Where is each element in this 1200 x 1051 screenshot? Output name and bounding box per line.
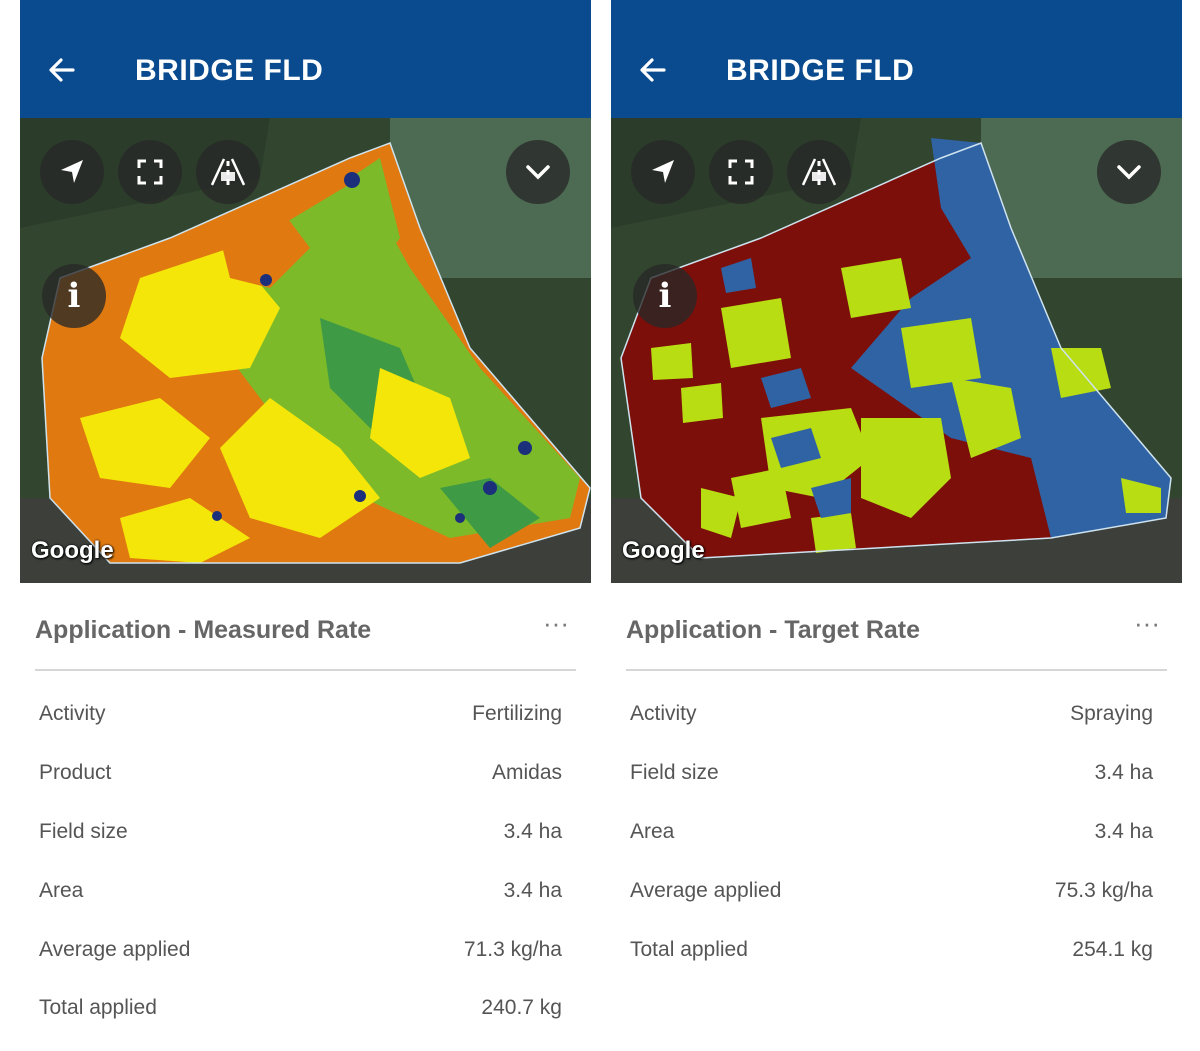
detail-label: Average applied [39,937,191,961]
detail-row-activity: Activity Fertilizing [39,686,562,745]
detail-row-average-applied: Average applied 71.3 kg/ha [39,922,562,981]
detail-label: Activity [630,702,697,725]
app-bar: BRIDGE FLD [611,20,1182,118]
detail-row-activity: Activity Spraying [630,686,1153,745]
detail-row-average-applied: Average applied 75.3 kg/ha [630,863,1153,922]
detail-value: 254.1 kg [1072,937,1153,961]
detail-label: Total applied [630,937,748,961]
application-details: Application - Target Rate ··· Activity S… [611,583,1182,1051]
info-button[interactable]: i [42,264,106,328]
detail-value: 71.3 kg/ha [463,937,562,961]
arrow-left-icon [49,58,75,82]
detail-value: 75.3 kg/ha [1054,878,1153,902]
expand-button[interactable] [1097,140,1161,204]
section-header: Application - Measured Rate ··· [35,608,576,671]
detail-value: 3.4 ha [503,878,562,902]
detail-label: Product [39,760,112,784]
info-button[interactable]: i [633,264,697,328]
detail-label: Average applied [630,878,782,902]
detail-value: 3.4 ha [1094,760,1153,784]
more-options-button[interactable]: ··· [543,608,569,638]
info-icon: i [67,276,81,316]
back-button[interactable] [42,50,82,90]
page-title: BRIDGE FLD [726,54,915,87]
section-title: Application - Target Rate [626,616,921,644]
detail-row-product: Product Amidas [39,745,562,804]
target-rate-panel: BRIDGE FLD [611,0,1182,1051]
detail-value: 3.4 ha [1094,819,1153,843]
measured-rate-panel: BRIDGE FLD [20,0,591,1051]
detail-label: Field size [630,760,719,784]
detail-row-total-applied: Total applied 240.7 kg [39,980,562,1039]
fullscreen-button[interactable] [118,140,182,204]
road-icon [802,158,836,186]
detail-value: Spraying [1070,702,1153,725]
field-map[interactable]: i Google [611,118,1182,583]
details-list: Activity Fertilizing Product Amidas Fiel… [39,686,562,1039]
rate-zones [621,138,1171,558]
back-button[interactable] [633,50,673,90]
guidance-button[interactable] [196,140,260,204]
detail-row-field-size: Field size 3.4 ha [39,804,562,863]
detail-row-total-applied: Total applied 254.1 kg [630,922,1153,981]
status-bar [20,0,591,20]
chevron-down-icon [526,165,550,180]
detail-row-area: Area 3.4 ha [39,863,562,922]
fullscreen-icon [728,159,754,185]
fullscreen-button[interactable] [709,140,773,204]
field-map-canvas [20,118,591,583]
locate-button[interactable] [631,140,695,204]
arrow-left-icon [640,58,666,82]
field-map[interactable]: i Google [20,118,591,583]
detail-row-field-size: Field size 3.4 ha [630,745,1153,804]
section-title: Application - Measured Rate [35,616,372,644]
field-map-canvas [611,118,1182,583]
navigation-arrow-icon [652,160,674,183]
detail-value: 240.7 kg [481,996,562,1020]
detail-label: Area [630,819,675,843]
app-bar: BRIDGE FLD [20,20,591,118]
navigation-arrow-icon [61,160,83,183]
status-bar [611,0,1182,20]
locate-button[interactable] [40,140,104,204]
detail-value: Fertilizing [472,702,562,725]
detail-row-area: Area 3.4 ha [630,804,1153,863]
detail-label: Area [39,878,84,902]
map-attribution: Google [622,537,705,564]
detail-label: Field size [39,819,128,843]
section-header: Application - Target Rate ··· [626,608,1167,671]
details-list: Activity Spraying Field size 3.4 ha Area… [630,686,1153,980]
page-title: BRIDGE FLD [135,54,324,87]
road-icon [211,158,245,186]
detail-label: Total applied [39,996,157,1020]
chevron-down-icon [1117,165,1141,180]
detail-label: Activity [39,702,106,725]
map-attribution: Google [31,537,114,564]
rate-zones [42,143,590,563]
detail-value: 3.4 ha [503,819,562,843]
guidance-button[interactable] [787,140,851,204]
info-icon: i [658,276,672,316]
application-details: Application - Measured Rate ··· Activity… [20,583,591,1051]
more-options-button[interactable]: ··· [1134,608,1160,638]
expand-button[interactable] [506,140,570,204]
fullscreen-icon [137,159,163,185]
detail-value: Amidas [491,760,562,784]
